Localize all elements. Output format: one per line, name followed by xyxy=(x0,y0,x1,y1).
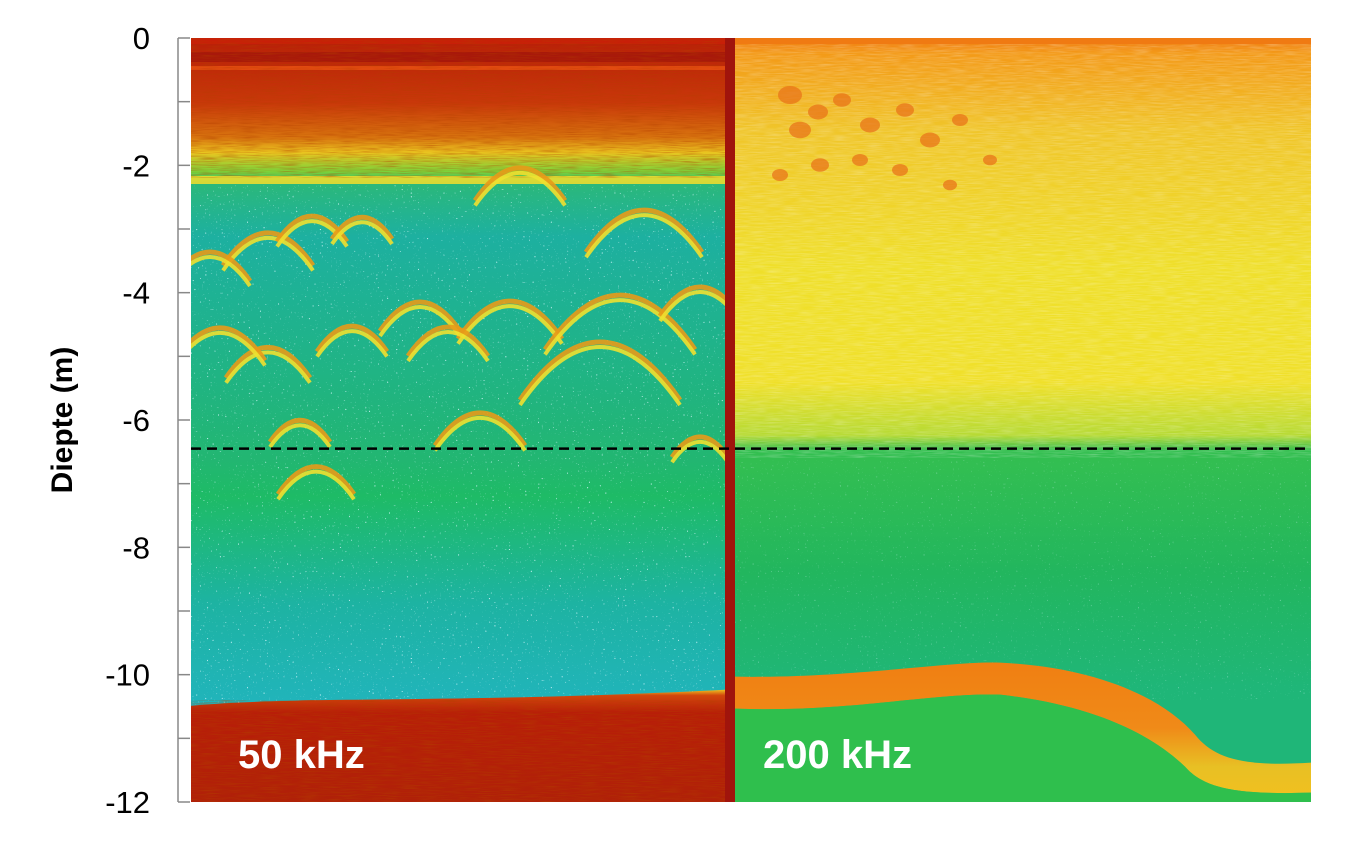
school-echo-blob xyxy=(920,132,940,148)
panel-separator xyxy=(725,38,735,802)
panel-200khz-sub-bottom xyxy=(735,694,1311,802)
school-echo-blob xyxy=(808,104,828,120)
fish-echo-arc xyxy=(221,235,315,272)
fish-echo-arc xyxy=(329,214,395,241)
y-tick-label: 0 xyxy=(133,21,150,56)
fish-echo-arc xyxy=(670,439,725,464)
fish-echo-arc xyxy=(191,325,268,362)
panel-200khz-school-echoes xyxy=(772,86,997,191)
panel-200khz-surface-line xyxy=(735,38,1311,44)
fish-echo-arc xyxy=(223,344,313,380)
y-axis: 0 -2 -4 -6 -8 -10 -12 xyxy=(105,21,190,820)
fish-echo-arc xyxy=(268,423,332,449)
fish-echo-arc xyxy=(191,249,253,283)
y-tick-label: -6 xyxy=(122,403,150,438)
school-echo-blob xyxy=(811,158,829,172)
fish-echo-arc xyxy=(275,464,357,496)
fish-echo-arc xyxy=(191,330,267,367)
fish-echo-arc xyxy=(276,469,356,501)
fish-echo-arc xyxy=(657,284,725,318)
fish-echo-arc xyxy=(584,213,704,259)
y-tick-label: -12 xyxy=(105,785,150,820)
y-tick-label: -8 xyxy=(122,530,150,565)
panel-50khz-fish-echoes xyxy=(191,165,725,501)
fish-echo-arc xyxy=(473,170,567,207)
y-tick-label: -2 xyxy=(122,148,150,183)
y-tick-label: -10 xyxy=(105,658,150,693)
panel-200khz xyxy=(735,38,1311,802)
y-tick-label: -4 xyxy=(122,276,150,311)
fish-echo-arc xyxy=(432,410,528,447)
school-echo-blob xyxy=(833,93,851,107)
fish-echo-arc xyxy=(267,417,333,444)
panel-50khz-seabed-grain xyxy=(191,700,725,802)
school-echo-blob xyxy=(778,86,802,104)
fish-echo-arc xyxy=(314,323,390,353)
fish-echo-arc xyxy=(191,255,252,288)
panel-50khz-noise xyxy=(191,185,725,705)
fish-echo-arc xyxy=(220,230,316,267)
school-echo-blob xyxy=(860,117,880,133)
panel-50khz-grain xyxy=(191,38,725,178)
fish-echo-arc xyxy=(658,290,725,323)
fish-echo-arc xyxy=(518,345,682,407)
school-echo-blob xyxy=(983,154,997,166)
fish-echo-arc xyxy=(405,324,491,358)
fish-echo-arc xyxy=(377,299,463,333)
fish-echo-arc xyxy=(543,298,697,356)
school-echo-blob xyxy=(943,179,957,191)
panel-50khz-band xyxy=(191,176,725,184)
fish-echo-arc xyxy=(583,207,705,254)
panel-50khz xyxy=(191,38,725,802)
fish-echo-arc xyxy=(517,339,683,402)
fish-echo-arc xyxy=(315,329,389,358)
school-echo-blob xyxy=(952,114,968,126)
fish-echo-arc xyxy=(433,415,527,452)
panel-label-200khz: 200 kHz xyxy=(763,733,912,777)
school-echo-blob xyxy=(892,164,908,176)
fish-echo-arc xyxy=(542,292,698,351)
school-echo-blob xyxy=(852,154,868,166)
y-axis-label: Diepte (m) xyxy=(46,347,79,494)
panel-200khz-texture xyxy=(735,38,1311,458)
school-echo-blob xyxy=(789,121,811,139)
fish-echo-arc xyxy=(456,304,564,345)
panel-label-50khz: 50 kHz xyxy=(238,733,365,777)
panel-200khz-seabed xyxy=(735,662,1311,794)
school-echo-blob xyxy=(896,103,914,117)
fish-echo-arc xyxy=(472,165,568,202)
fish-echo-arc xyxy=(330,220,394,246)
fish-echo-arc xyxy=(455,298,565,341)
y-axis-ticks: 0 -2 -4 -6 -8 -10 -12 xyxy=(105,21,190,820)
fish-echo-arc xyxy=(224,350,312,384)
fish-echo-arc xyxy=(406,330,490,363)
school-echo-blob xyxy=(772,169,788,181)
panel-200khz-noise xyxy=(735,460,1311,700)
